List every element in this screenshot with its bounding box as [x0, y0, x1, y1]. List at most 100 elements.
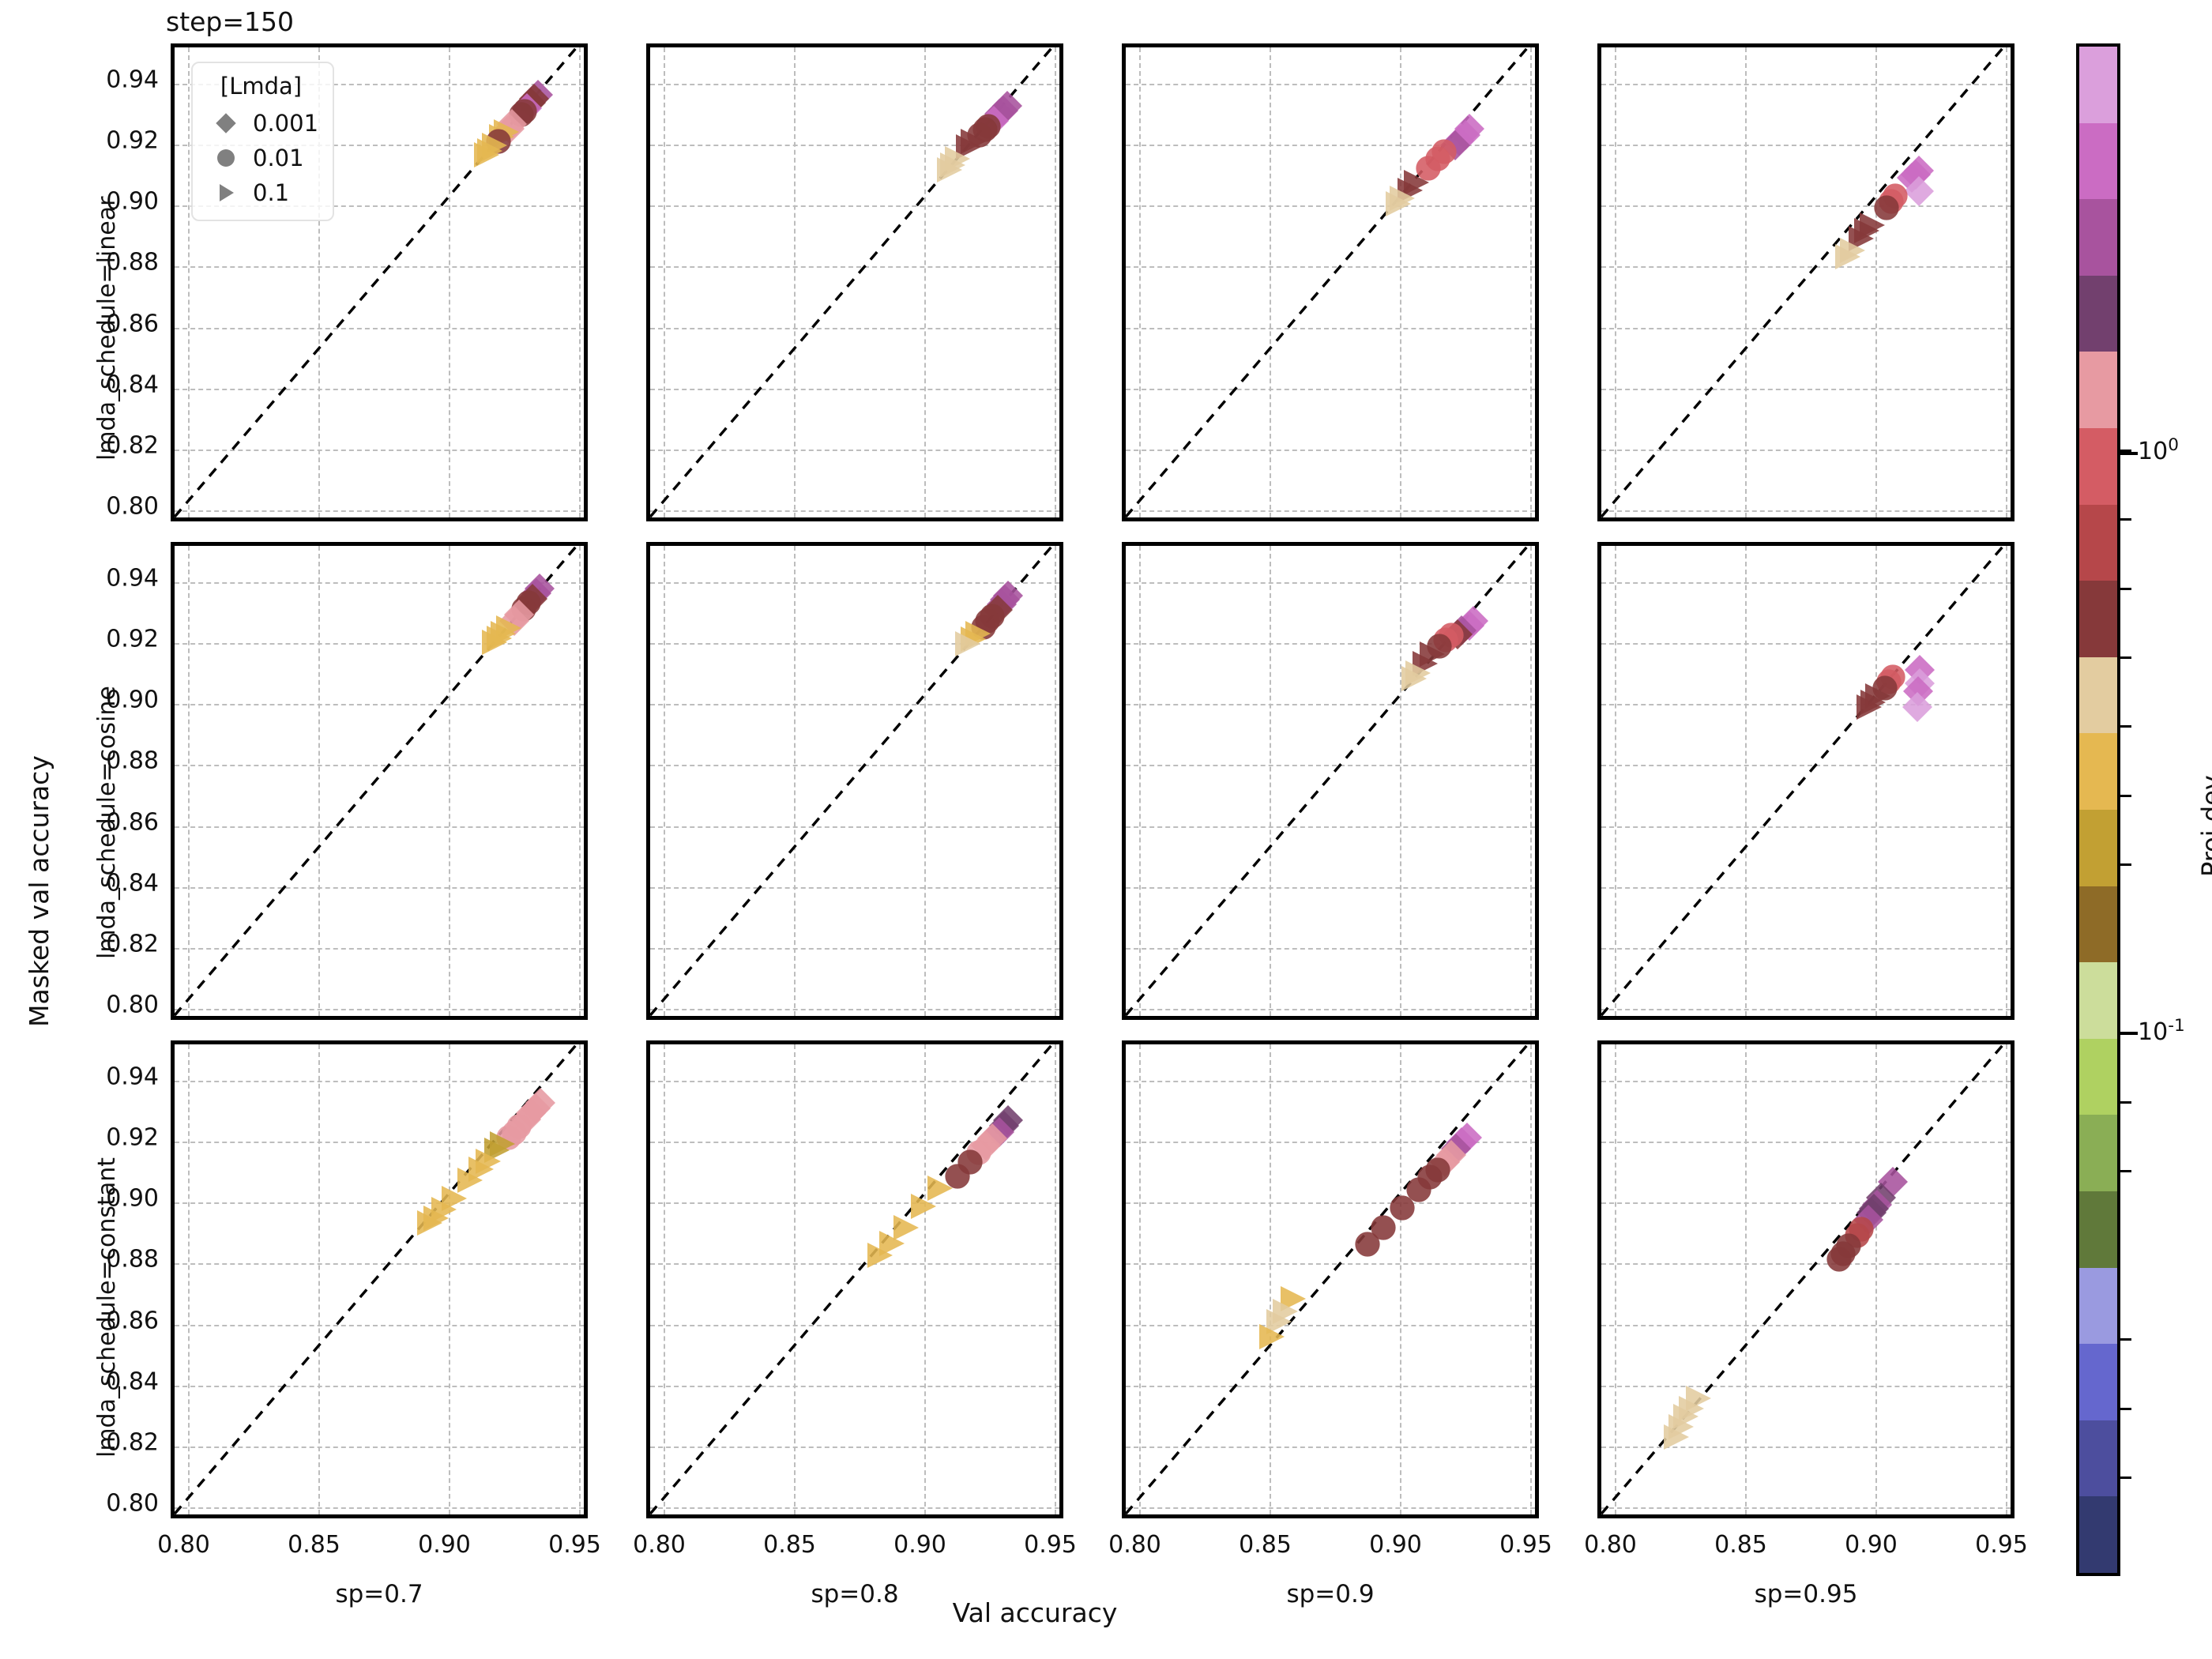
gridline-vertical — [318, 1044, 320, 1514]
subplot-r1-c1 — [646, 542, 1063, 1020]
gridline-horizontal — [1601, 266, 2011, 269]
gridline-vertical — [1875, 1044, 1877, 1514]
colorbar-tick-label-1e0: 100 — [2138, 435, 2179, 465]
data-point-triangle-right — [472, 141, 501, 172]
data-point-circle — [1370, 1214, 1397, 1244]
data-point-triangle-right — [1662, 1423, 1691, 1454]
data-point-circle — [1826, 1246, 1853, 1276]
y-tick-label: 0.90 — [106, 1184, 159, 1213]
gridline-horizontal — [650, 1008, 1059, 1010]
colorbar-minor-tick — [2120, 1476, 2131, 1479]
y-tick-label: 0.86 — [106, 808, 159, 837]
gridline-horizontal — [175, 1263, 584, 1266]
gridline-horizontal — [650, 1202, 1059, 1205]
subplot-r2-c2 — [1122, 1040, 1539, 1518]
gridline-horizontal — [175, 1507, 584, 1509]
colorbar-band-19 — [2079, 1496, 2117, 1573]
gridline-horizontal — [650, 765, 1059, 767]
data-point-triangle-right — [954, 630, 982, 661]
gridline-horizontal — [650, 643, 1059, 645]
data-point-circle — [1415, 155, 1442, 185]
data-point-circle — [1405, 1176, 1432, 1206]
data-point-triangle-right — [954, 133, 983, 164]
gridline-vertical — [1054, 47, 1056, 517]
colorbar-minor-tick — [2120, 1407, 2131, 1410]
data-point-triangle-right — [878, 1229, 906, 1261]
data-point-circle — [1354, 1231, 1381, 1261]
gridline-horizontal — [1126, 1263, 1535, 1266]
gridline-horizontal — [175, 1324, 584, 1326]
data-point-triangle-right — [1384, 190, 1413, 221]
y-tick-label: 0.92 — [106, 1123, 159, 1152]
x-tick-label: 0.80 — [633, 1531, 686, 1559]
gridline-horizontal — [650, 327, 1059, 329]
gridline-horizontal — [175, 1446, 584, 1448]
figure-title: step=150 — [166, 6, 295, 37]
subplot-r0-c0 — [171, 43, 588, 521]
gridline-horizontal — [650, 205, 1059, 208]
gridline-horizontal — [1126, 1507, 1535, 1509]
gridline-vertical — [578, 546, 581, 1016]
gridline-vertical — [1529, 47, 1532, 517]
gridline-horizontal — [1601, 205, 2011, 208]
legend-item-1[interactable]: 0.01 — [204, 141, 318, 175]
gridline-horizontal — [650, 510, 1059, 512]
gridline-vertical — [1744, 1044, 1747, 1514]
x-tick-label: 0.85 — [1714, 1531, 1767, 1559]
data-point-triangle-right — [1400, 664, 1428, 696]
colorbar-minor-tick — [2120, 1338, 2131, 1341]
gridline-horizontal — [175, 704, 584, 706]
gridline-horizontal — [1601, 1202, 2011, 1205]
data-point-triangle-right — [1834, 243, 1862, 274]
colorbar-tick-label-1e-1: 10-1 — [2138, 1016, 2185, 1046]
gridline-vertical — [448, 47, 450, 517]
gridline-horizontal — [650, 886, 1059, 889]
gridline-horizontal — [1126, 1081, 1535, 1083]
circle-marker-icon — [204, 145, 248, 171]
gridline-vertical — [663, 47, 665, 517]
data-point-triangle-right — [926, 1174, 954, 1206]
y-tick-label: 0.92 — [106, 625, 159, 653]
gridline-vertical — [1744, 47, 1747, 517]
gridline-horizontal — [175, 1202, 584, 1205]
gridline-horizontal — [1126, 582, 1535, 585]
gridline-horizontal — [1601, 1385, 2011, 1387]
legend-item-0[interactable]: 0.001 — [204, 106, 318, 141]
y-tick-label: 0.88 — [106, 1245, 159, 1273]
y-tick-label: 0.82 — [106, 1428, 159, 1457]
subplot-r0-c3 — [1597, 43, 2014, 521]
x-tick-label: 0.95 — [548, 1531, 601, 1559]
y-tick-label: 0.84 — [106, 1367, 159, 1396]
gridline-vertical — [1875, 47, 1877, 517]
row-label-2: lmda_schedule=constant — [93, 1157, 121, 1458]
data-point-triangle-right — [866, 1241, 894, 1273]
gridline-horizontal — [1126, 388, 1535, 390]
gridline-horizontal — [1601, 1008, 2011, 1010]
colorbar-band-4 — [2079, 352, 2117, 428]
gridline-horizontal — [1126, 886, 1535, 889]
data-point-circle — [1389, 1194, 1416, 1224]
gridline-vertical — [1054, 546, 1056, 1016]
gridline-horizontal — [1601, 1142, 2011, 1144]
column-label-1: sp=0.8 — [811, 1580, 899, 1608]
gridline-vertical — [1529, 546, 1532, 1016]
gridline-horizontal — [1601, 704, 2011, 706]
gridline-horizontal — [650, 1507, 1059, 1509]
gridline-vertical — [1614, 546, 1616, 1016]
subplot-r2-c0 — [171, 1040, 588, 1518]
gridline-horizontal — [175, 449, 584, 451]
gridline-vertical — [1269, 47, 1271, 517]
gridline-vertical — [318, 546, 320, 1016]
legend-item-0-label: 0.001 — [253, 110, 319, 137]
legend-item-2[interactable]: 0.1 — [204, 175, 318, 210]
gridline-vertical — [1138, 546, 1141, 1016]
y-tick-label: 0.84 — [106, 371, 159, 399]
colorbar-band-6 — [2079, 504, 2117, 581]
colorbar-major-tick — [2120, 452, 2138, 455]
gridline-horizontal — [1601, 1324, 2011, 1326]
gridline-horizontal — [1601, 145, 2011, 147]
legend-title: [Lmda] — [220, 73, 303, 100]
y-tick-label: 0.92 — [106, 126, 159, 155]
gridline-vertical — [2005, 546, 2007, 1016]
gridline-vertical — [1399, 47, 1401, 517]
